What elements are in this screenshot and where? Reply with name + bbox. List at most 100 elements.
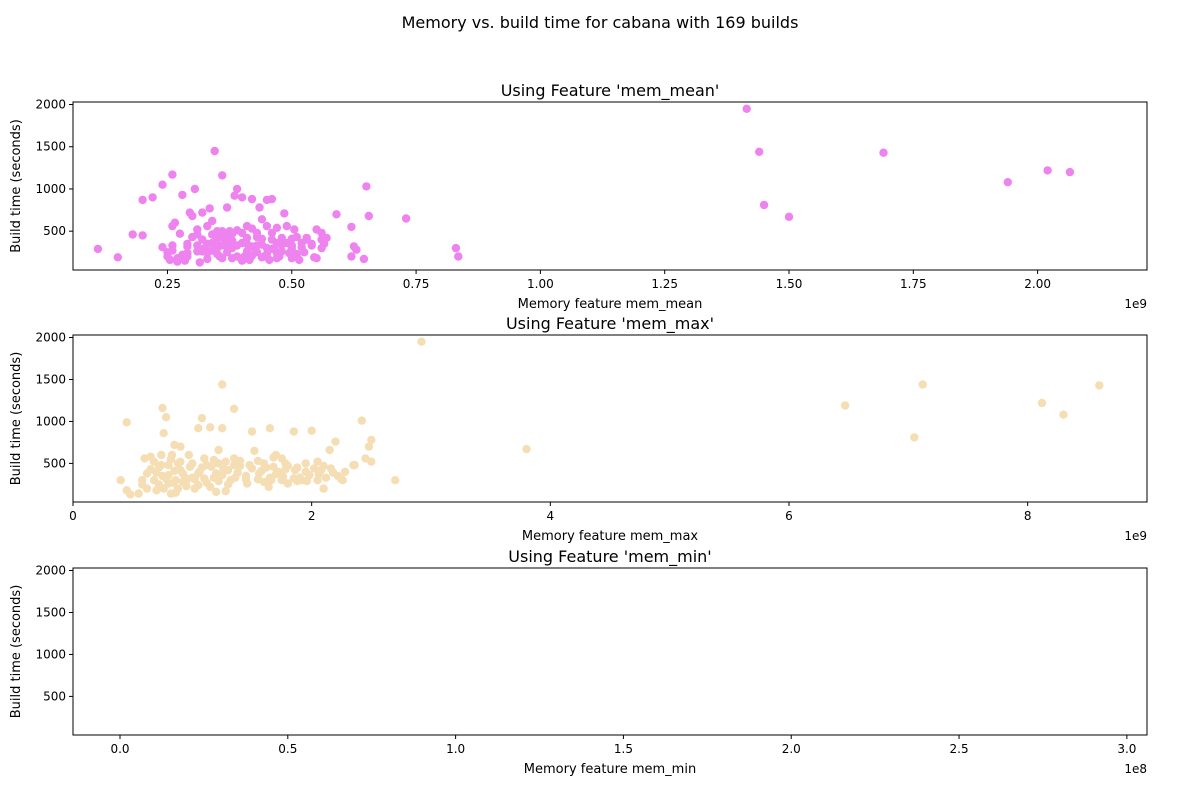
- data-point: [267, 194, 277, 204]
- data-point: [138, 195, 147, 205]
- data-point: [522, 444, 531, 454]
- data-point: [247, 427, 257, 436]
- data-point: [297, 243, 306, 252]
- data-point: [193, 241, 202, 250]
- data-point: [183, 239, 192, 248]
- data-point: [175, 229, 185, 238]
- data-point: [255, 203, 264, 212]
- data-point: [267, 235, 277, 244]
- data-point: [188, 211, 197, 221]
- data-point: [182, 481, 191, 491]
- data-point: [222, 242, 232, 251]
- data-point: [190, 184, 199, 194]
- data-point: [229, 460, 239, 470]
- data-point: [280, 209, 289, 218]
- data-point: [262, 221, 272, 231]
- data-point: [208, 216, 217, 226]
- data-point: [231, 473, 240, 482]
- data-point: [173, 459, 183, 468]
- y-tick-label: 2000: [35, 564, 66, 578]
- figure-suptitle: Memory vs. build time for cabana with 16…: [401, 13, 799, 32]
- data-point: [247, 194, 257, 204]
- x-tick-label: 0.50: [278, 277, 305, 291]
- data-point: [157, 450, 166, 460]
- data-point: [161, 413, 171, 422]
- data-point: [367, 435, 376, 445]
- data-point: [326, 464, 335, 473]
- data-point: [218, 171, 227, 180]
- data-point: [149, 457, 159, 466]
- data-point: [157, 460, 166, 470]
- data-point: [138, 476, 147, 485]
- data-point: [218, 227, 227, 236]
- data-point: [164, 470, 173, 480]
- data-point: [209, 473, 218, 482]
- chart-title: Using Feature 'mem_min': [508, 547, 711, 567]
- data-point: [307, 426, 316, 435]
- data-point: [784, 212, 794, 221]
- y-tick-label: 1500: [35, 140, 66, 154]
- x-tick-label: 1.0: [446, 742, 465, 756]
- data-point: [290, 465, 300, 475]
- y-tick-label: 1000: [35, 182, 66, 196]
- data-point: [188, 232, 197, 242]
- data-point: [169, 478, 178, 487]
- data-point: [212, 487, 221, 497]
- data-point: [200, 454, 209, 463]
- data-point: [302, 233, 311, 243]
- axes-frame: [72, 567, 1148, 736]
- data-point: [202, 478, 211, 487]
- data-point: [194, 424, 203, 433]
- x-axis-offset-label: 1e9: [1124, 297, 1147, 311]
- data-point: [210, 146, 219, 156]
- x-axis-label: Memory feature mem_mean: [518, 297, 703, 312]
- chart-title: Using Feature 'mem_max': [506, 314, 714, 334]
- data-point: [232, 226, 242, 235]
- data-point: [287, 241, 296, 250]
- data-point: [290, 225, 299, 234]
- axes-frame: [72, 101, 1148, 271]
- data-point: [759, 200, 769, 210]
- y-tick-label: 500: [43, 456, 66, 470]
- data-point: [128, 230, 137, 239]
- data-point: [742, 104, 751, 114]
- data-point: [218, 424, 227, 433]
- data-point: [232, 184, 242, 194]
- data-point: [359, 254, 369, 264]
- data-point: [347, 252, 356, 261]
- data-point: [176, 442, 185, 451]
- scatter-points: [116, 337, 1104, 499]
- data-point: [281, 465, 290, 474]
- data-point: [183, 248, 192, 258]
- data-point: [122, 418, 131, 427]
- data-point: [222, 203, 232, 212]
- data-point: [319, 461, 328, 471]
- x-tick-label: 0.5: [278, 742, 297, 756]
- data-point: [230, 191, 239, 200]
- data-point: [278, 472, 288, 481]
- x-tick-label: 8: [1024, 509, 1032, 523]
- data-point: [195, 467, 204, 476]
- data-point: [223, 480, 233, 489]
- data-point: [116, 476, 125, 485]
- data-point: [138, 231, 147, 240]
- data-point: [1095, 381, 1104, 390]
- data-point: [1037, 398, 1047, 408]
- data-point: [879, 148, 888, 157]
- data-point: [214, 445, 223, 455]
- data-point: [340, 467, 350, 476]
- data-point: [235, 456, 245, 466]
- y-tick-label: 1000: [35, 414, 66, 428]
- data-point: [243, 479, 252, 488]
- data-point: [214, 459, 223, 468]
- data-point: [910, 433, 919, 442]
- data-point: [309, 464, 319, 473]
- data-point: [1003, 178, 1012, 187]
- data-point: [417, 337, 426, 346]
- data-point: [265, 424, 275, 433]
- data-point: [252, 228, 262, 238]
- x-tick-label: 2.5: [950, 742, 969, 756]
- data-point: [242, 254, 252, 263]
- y-tick-label: 500: [43, 224, 66, 238]
